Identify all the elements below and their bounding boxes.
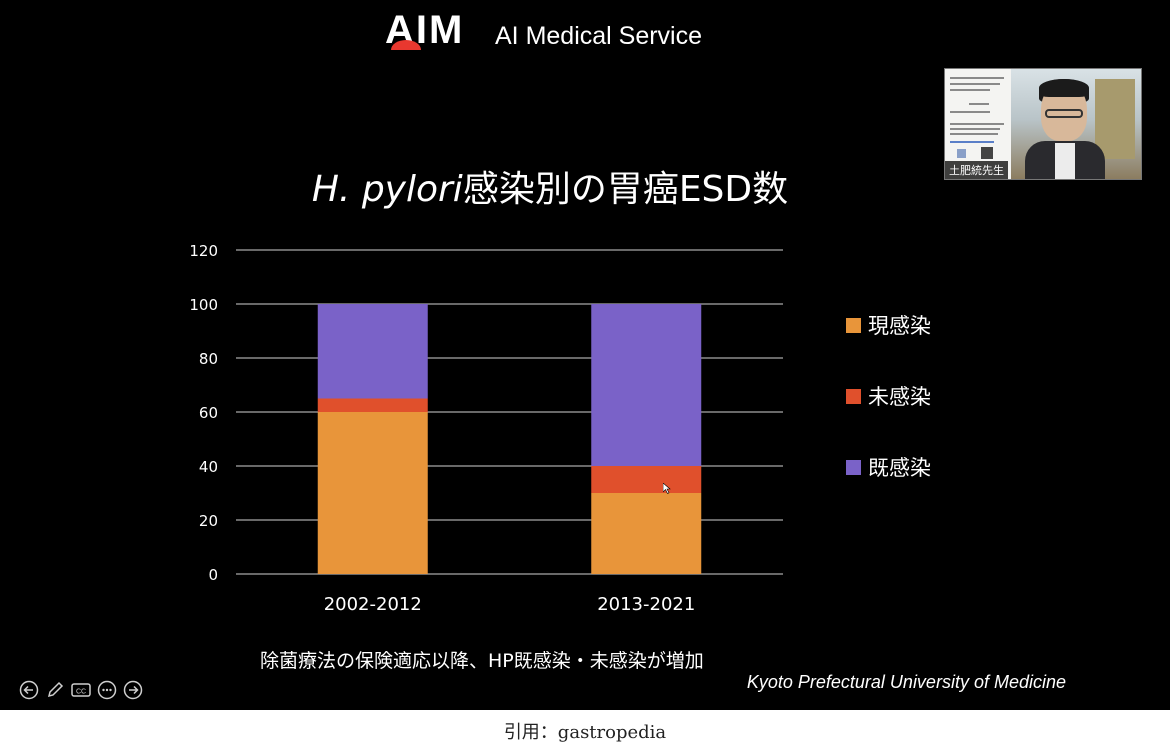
legend-label: 既感染 — [868, 456, 931, 480]
slide-title-italic: H. pylori — [311, 169, 463, 210]
pen-icon[interactable] — [44, 680, 66, 700]
logo-swoosh-icon — [391, 40, 421, 50]
next-slide-icon[interactable] — [122, 680, 144, 700]
slide-credit: Kyoto Prefectural University of Medicine — [746, 672, 1066, 692]
y-tick-label: 100 — [189, 296, 218, 314]
aim-logo: AIM AI Medical Service — [385, 10, 703, 52]
speaker-profile-card — [945, 69, 1011, 179]
slide-title: H. pylori感染別の胃癌ESD数 — [0, 160, 1100, 212]
legend-item-uninfected: 未感染 — [846, 381, 931, 411]
service-name: AI Medical Service — [495, 21, 703, 50]
legend-label: 未感染 — [868, 385, 931, 409]
aim-logo-mark: AIM — [385, 10, 489, 50]
mouse-cursor-icon — [663, 483, 671, 494]
slide-title-rest: 感染別の胃癌ESD数 — [462, 169, 789, 210]
captions-icon[interactable]: CC — [70, 680, 92, 700]
legend-item-past-infection: 既感染 — [846, 452, 931, 482]
speaker-name-tag: 土肥統先生 — [945, 161, 1008, 179]
more-icon[interactable] — [96, 680, 118, 700]
legend-item-current-infection: 現感染 — [846, 310, 931, 340]
bar-segment — [591, 466, 702, 493]
y-tick-label: 40 — [199, 458, 218, 476]
legend-label: 現感染 — [868, 314, 931, 338]
legend-swatch — [846, 317, 861, 333]
legend-swatch — [846, 459, 861, 475]
x-category-label: 2013-2021 — [597, 594, 695, 615]
bar-segment — [317, 398, 428, 412]
y-tick-label: 20 — [199, 512, 218, 530]
speaker-video-thumbnail[interactable]: 土肥統先生 — [944, 68, 1142, 180]
y-tick-label: 80 — [199, 350, 218, 368]
bar-segment — [317, 304, 428, 399]
prev-slide-icon[interactable] — [18, 680, 40, 700]
bar-segment — [317, 412, 428, 574]
legend-swatch — [846, 388, 861, 404]
y-tick-label: 0 — [208, 566, 218, 584]
citation: 引用：gastropedia — [503, 722, 667, 743]
presentation-window: AIM AI Medical Service 土肥統先生 — [0, 0, 1170, 710]
svg-text:CC: CC — [76, 689, 86, 696]
slide-caption: 除菌療法の保険適応以降、HP既感染・未感染が増加 — [260, 650, 704, 672]
y-tick-label: 120 — [189, 242, 218, 260]
bar-segment — [591, 493, 702, 574]
bar-segment — [591, 304, 702, 466]
presentation-controls: CC — [18, 680, 144, 700]
y-tick-label: 60 — [199, 404, 218, 422]
stacked-bar-chart: 0 20 40 60 80 100 120 2002-2012 2013-2021 — [189, 242, 783, 615]
x-category-label: 2002-2012 — [324, 594, 422, 615]
